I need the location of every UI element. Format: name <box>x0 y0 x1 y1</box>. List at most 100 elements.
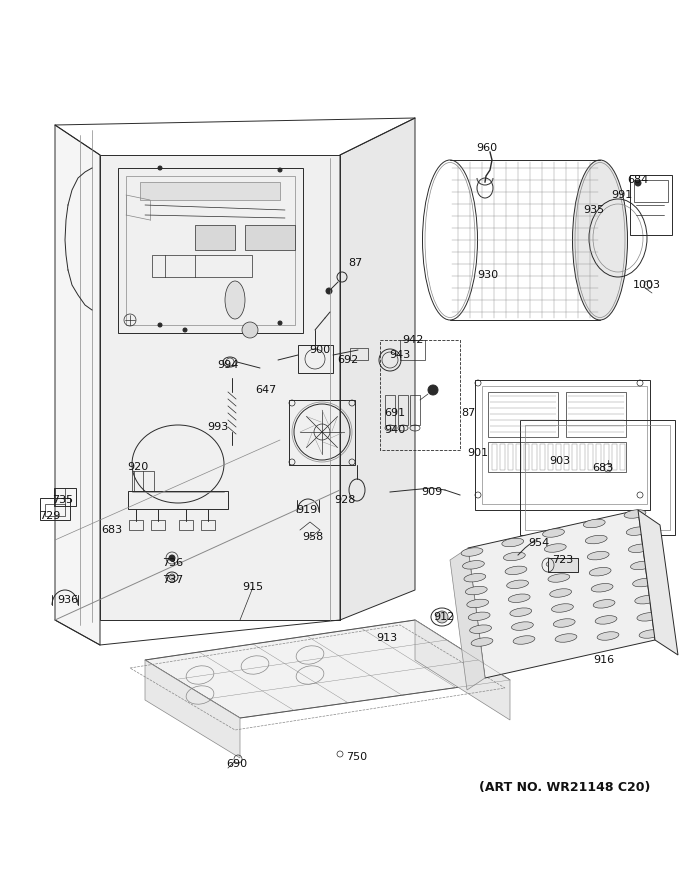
Ellipse shape <box>588 552 609 560</box>
Bar <box>588 444 593 470</box>
Text: 683: 683 <box>592 463 613 473</box>
Text: 683: 683 <box>101 525 122 535</box>
Circle shape <box>326 288 332 294</box>
Bar <box>572 444 577 470</box>
Text: 915: 915 <box>243 582 264 592</box>
Ellipse shape <box>595 616 617 624</box>
Text: 954: 954 <box>528 538 549 548</box>
Bar <box>245 225 295 250</box>
Bar <box>630 175 672 235</box>
Ellipse shape <box>470 625 492 634</box>
Polygon shape <box>450 548 485 690</box>
Ellipse shape <box>628 544 650 553</box>
Ellipse shape <box>471 638 493 646</box>
Bar <box>556 444 561 470</box>
Polygon shape <box>145 620 510 718</box>
Ellipse shape <box>555 634 577 642</box>
Bar <box>524 444 529 470</box>
Text: 690: 690 <box>226 759 248 769</box>
Text: 647: 647 <box>256 385 277 395</box>
Text: 87: 87 <box>461 408 475 418</box>
Ellipse shape <box>503 552 525 561</box>
Text: 936: 936 <box>57 595 79 605</box>
Text: 1003: 1003 <box>633 280 661 290</box>
Text: 930: 930 <box>477 270 498 280</box>
Circle shape <box>169 555 175 561</box>
Ellipse shape <box>632 578 654 587</box>
Ellipse shape <box>548 574 570 583</box>
Bar <box>564 444 569 470</box>
Text: 750: 750 <box>346 752 368 762</box>
Bar <box>118 168 303 333</box>
Bar <box>129 520 143 530</box>
Bar <box>400 340 425 360</box>
Ellipse shape <box>466 599 489 608</box>
Ellipse shape <box>583 519 605 528</box>
Bar <box>540 444 545 470</box>
Circle shape <box>169 574 175 580</box>
Bar <box>298 345 333 373</box>
Ellipse shape <box>593 599 615 608</box>
Text: 940: 940 <box>384 425 406 435</box>
Bar <box>548 558 578 572</box>
Bar <box>140 182 280 200</box>
Text: 935: 935 <box>583 205 605 215</box>
Bar <box>475 380 650 510</box>
Bar <box>40 498 70 520</box>
Bar <box>152 255 252 277</box>
Ellipse shape <box>590 568 611 576</box>
Ellipse shape <box>462 561 484 569</box>
Text: 692: 692 <box>337 355 358 365</box>
Bar <box>492 444 497 470</box>
Bar <box>580 444 585 470</box>
Text: 916: 916 <box>594 655 615 665</box>
Circle shape <box>278 321 282 325</box>
Text: 943: 943 <box>390 350 411 360</box>
Bar <box>612 444 617 470</box>
Bar <box>620 444 625 470</box>
Ellipse shape <box>510 608 532 616</box>
Ellipse shape <box>132 425 224 503</box>
Circle shape <box>436 611 448 623</box>
Ellipse shape <box>543 529 564 538</box>
Text: 991: 991 <box>611 190 632 200</box>
Bar <box>350 348 368 360</box>
Circle shape <box>183 328 187 332</box>
Bar <box>45 504 65 516</box>
Ellipse shape <box>549 589 572 598</box>
Text: 903: 903 <box>549 456 571 466</box>
Ellipse shape <box>626 527 648 535</box>
Bar <box>398 395 408 425</box>
Ellipse shape <box>639 630 661 638</box>
Ellipse shape <box>591 583 613 592</box>
Bar <box>516 444 521 470</box>
Bar <box>410 395 420 425</box>
Bar <box>54 488 76 506</box>
Bar <box>596 444 601 470</box>
Text: 993: 993 <box>207 422 228 432</box>
Text: 737: 737 <box>163 575 184 585</box>
Polygon shape <box>100 155 340 620</box>
Text: 729: 729 <box>39 511 61 521</box>
Circle shape <box>428 385 438 395</box>
Bar <box>126 176 295 325</box>
Ellipse shape <box>502 539 524 546</box>
Text: 723: 723 <box>552 555 574 565</box>
Bar <box>385 395 395 425</box>
Bar <box>132 471 154 491</box>
Text: 958: 958 <box>303 532 324 542</box>
Ellipse shape <box>585 535 607 544</box>
Bar <box>488 392 558 437</box>
Text: 994: 994 <box>218 360 239 370</box>
Ellipse shape <box>511 622 533 630</box>
Circle shape <box>158 166 162 170</box>
Text: 684: 684 <box>628 175 649 185</box>
Ellipse shape <box>635 596 657 604</box>
Text: 913: 913 <box>377 633 398 643</box>
Bar <box>525 425 670 530</box>
Bar <box>520 420 675 535</box>
Ellipse shape <box>507 580 528 589</box>
Text: 960: 960 <box>477 143 498 153</box>
Polygon shape <box>55 125 100 645</box>
Bar <box>500 444 505 470</box>
